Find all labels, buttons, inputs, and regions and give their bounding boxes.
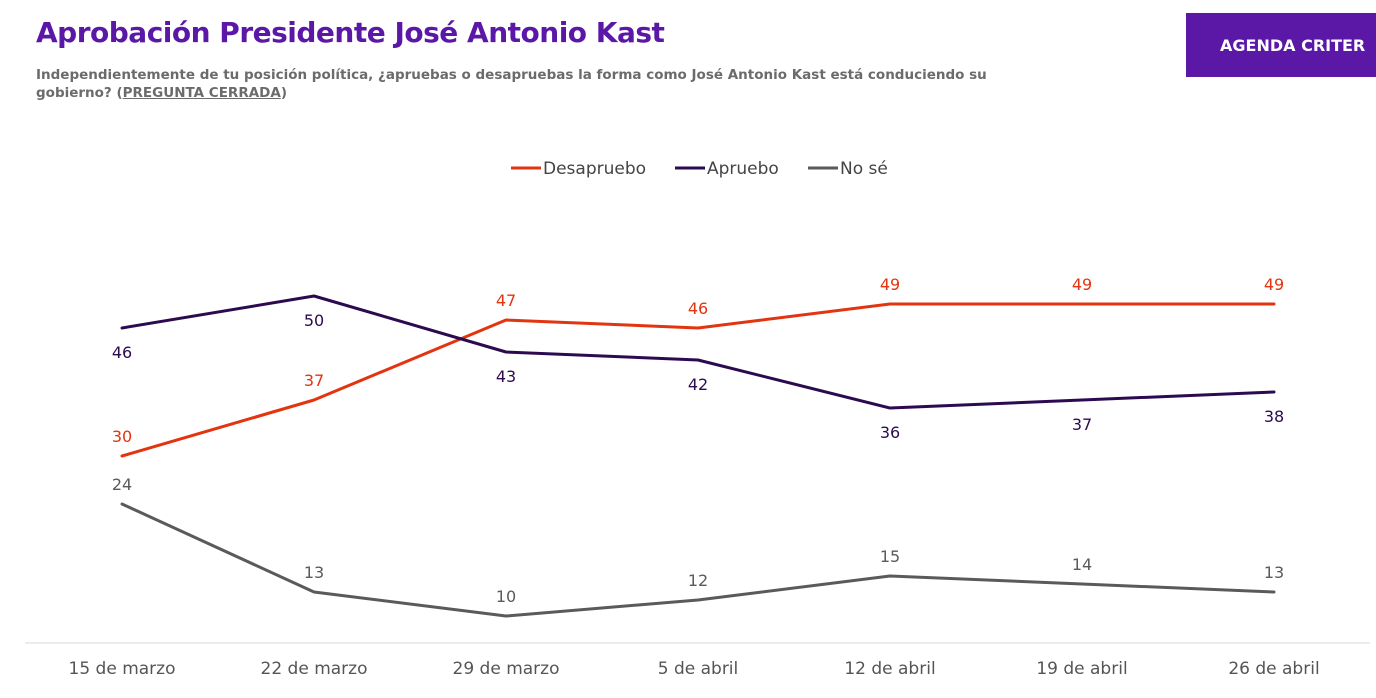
data-label: 13 xyxy=(304,563,324,582)
legend-label-0: Desapruebo xyxy=(543,159,646,179)
series-line-2 xyxy=(120,502,1276,618)
chart-subtitle: Independientemente de tu posición políti… xyxy=(36,66,1016,102)
series-line-0 xyxy=(120,302,1276,458)
data-label: 38 xyxy=(1264,407,1284,426)
data-label: 42 xyxy=(688,375,708,394)
data-label: 30 xyxy=(112,427,132,446)
data-label: 49 xyxy=(1072,275,1092,294)
data-label: 47 xyxy=(496,291,516,310)
data-label: 49 xyxy=(1264,275,1284,294)
x-tick-label: 26 de abril xyxy=(1228,659,1319,679)
data-label: 15 xyxy=(880,547,900,566)
subtitle-text: Independientemente de tu posición políti… xyxy=(36,67,987,101)
subtitle-end: ) xyxy=(280,85,287,101)
legend-label-1: Apruebo xyxy=(707,159,779,179)
data-label: 49 xyxy=(880,275,900,294)
x-tick-label: 15 de marzo xyxy=(69,659,176,679)
x-tick-label: 22 de marzo xyxy=(261,659,368,679)
data-label: 46 xyxy=(688,299,708,318)
data-label: 12 xyxy=(688,571,708,590)
x-tick-label: 19 de abril xyxy=(1036,659,1127,679)
data-label: 37 xyxy=(1072,415,1092,434)
pregunta-cerrada-link[interactable]: PREGUNTA CERRADA xyxy=(122,85,281,101)
x-tick-label: 29 de marzo xyxy=(453,659,560,679)
data-label: 13 xyxy=(1264,563,1284,582)
data-label: 50 xyxy=(304,311,324,330)
data-label: 43 xyxy=(496,367,516,386)
x-tick-label: 12 de abril xyxy=(844,659,935,679)
x-tick-label: 5 de abril xyxy=(658,659,739,679)
legend-label-2: No sé xyxy=(840,159,888,179)
data-label: 36 xyxy=(880,423,900,442)
data-label: 46 xyxy=(112,343,132,362)
agenda-criteria-button[interactable]: AGENDA CRITER xyxy=(1186,13,1376,77)
data-label: 37 xyxy=(304,371,324,390)
data-label: 24 xyxy=(112,475,132,494)
data-label: 10 xyxy=(496,587,516,606)
chart-title: Aprobación Presidente José Antonio Kast xyxy=(36,16,665,49)
series-line-1 xyxy=(120,294,1276,410)
data-label: 14 xyxy=(1072,555,1092,574)
